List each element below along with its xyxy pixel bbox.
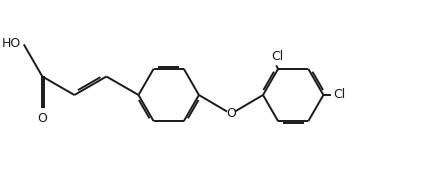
Text: Cl: Cl — [333, 89, 346, 101]
Text: O: O — [226, 107, 236, 120]
Text: Cl: Cl — [271, 50, 283, 63]
Text: HO: HO — [2, 37, 21, 50]
Text: O: O — [38, 112, 47, 125]
